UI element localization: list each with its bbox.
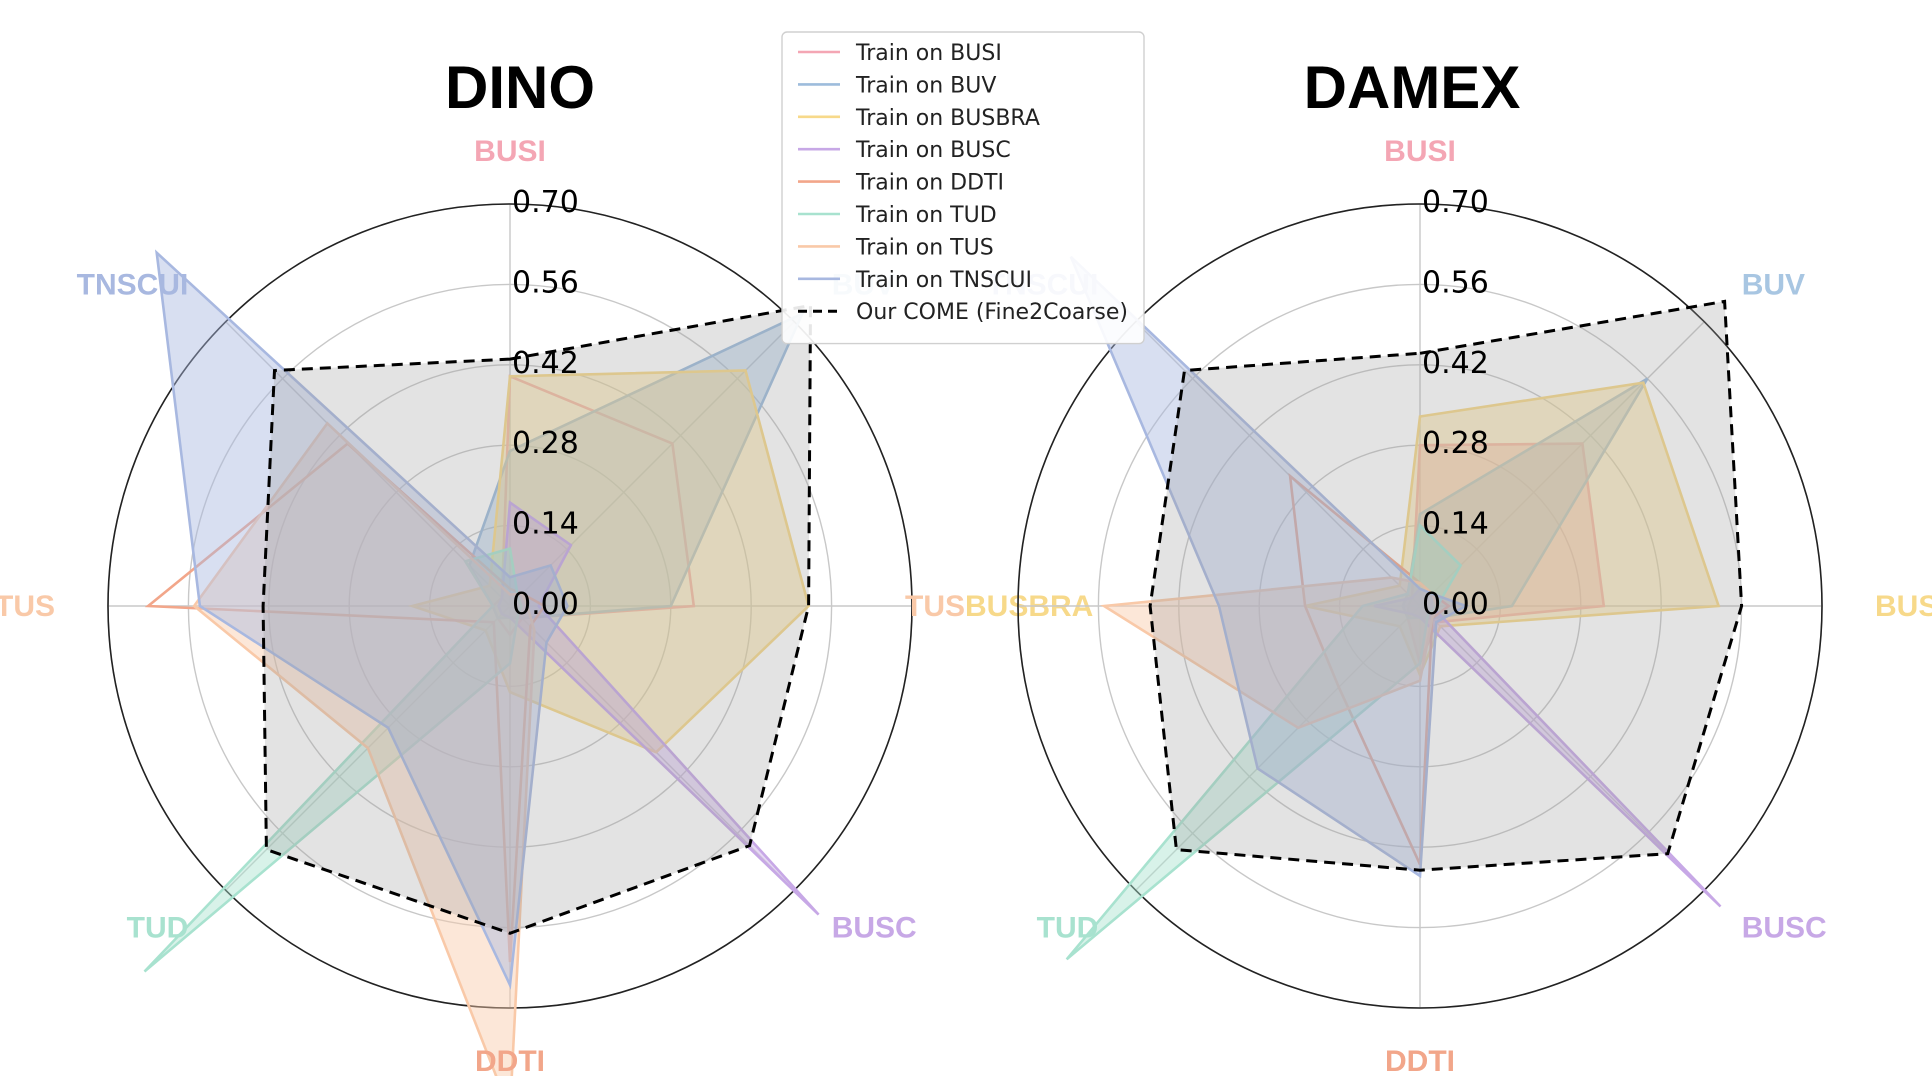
r-tick-labels: 0.00 0.14 0.28 0.42 0.56 0.70 — [512, 185, 579, 622]
category-label-buv: BUV — [1742, 268, 1805, 301]
axis-spoke — [1419, 321, 1705, 607]
category-label-busbra: BUSBRA — [1875, 590, 1932, 623]
outer-circle — [1017, 203, 1823, 1009]
r-tick-labels: 0.00 0.14 0.28 0.42 0.56 0.70 — [1422, 185, 1489, 622]
series-train-on-tnscui — [154, 249, 569, 990]
series-our-come-fine2coarse — [261, 303, 813, 935]
legend-item-train-on-ddti: Train on DDTI — [798, 171, 1004, 196]
chart-title-dino: DINO — [445, 54, 595, 121]
r-tick-label: 0.56 — [512, 265, 579, 300]
legend-item-train-on-tnscui: Train on TNSCUI — [798, 268, 1032, 293]
r-tick-label: 0.00 — [1422, 587, 1489, 622]
category-label-busc: BUSC — [832, 912, 917, 945]
legend-label: Train on TUD — [855, 203, 997, 228]
chart-title-damex: DAMEX — [1304, 54, 1521, 121]
r-tick-label: 0.56 — [1422, 265, 1489, 300]
radar-chart-dino: DINO0.000.140.280.420.560.70BUSIBUVBUSBR… — [0, 54, 1093, 1076]
category-label-ddti: DDTI — [1385, 1045, 1455, 1076]
axis-spoke — [509, 321, 795, 607]
category-label-tud: TUD — [1037, 912, 1099, 945]
legend-item-train-on-busi: Train on BUSI — [798, 41, 1002, 66]
axis-spoke — [1135, 605, 1421, 891]
radar-chart-damex: DAMEX 0.00 0.14 0.28 0.42 0.56 0.70 BUSI BUV BUS B… — [905, 54, 1932, 1076]
legend-item-train-on-buv: Train on BUV — [798, 73, 996, 98]
category-label-busi: BUSI — [474, 135, 546, 168]
series-train-on-busc — [1373, 587, 1722, 908]
legend-item-our-come-fine2coarse: Our COME (Fine2Coarse) — [798, 300, 1128, 325]
series-train-on-tnscui — [1069, 255, 1470, 879]
series-train-on-busi — [491, 374, 696, 637]
r-tick-label: 0.28 — [1422, 426, 1489, 461]
category-label-tus: TUS — [905, 590, 965, 623]
category-label-busi: BUSI — [1384, 135, 1456, 168]
category-label-busc: BUSC — [1742, 912, 1827, 945]
category-label-tnscui: TNSCUI — [77, 268, 189, 301]
r-tick-label: 0.14 — [512, 507, 579, 542]
axis-spoke — [509, 605, 795, 891]
outer-circle — [107, 203, 913, 1009]
series-layer — [1065, 255, 1744, 961]
legend-label: Train on TUS — [855, 235, 994, 260]
r-tick-label: 0.00 — [512, 587, 579, 622]
r-tick-label: 0.42 — [512, 346, 579, 381]
legend-label: Train on BUV — [855, 73, 996, 98]
legend-item-train-on-busc: Train on BUSC — [798, 138, 1011, 163]
series-train-on-ddti — [144, 441, 547, 963]
series-train-on-tus — [1100, 576, 1439, 730]
legend-item-train-on-tud: Train on TUD — [798, 203, 997, 228]
category-label-tus: TUS — [0, 590, 55, 623]
legend-label: Train on TNSCUI — [855, 268, 1032, 293]
axis-spoke — [1419, 605, 1705, 891]
series-train-on-tud — [1065, 522, 1463, 961]
r-tick-label: 0.14 — [1422, 507, 1489, 542]
series-train-on-busc — [497, 500, 820, 916]
legend-label: Train on DDTI — [855, 171, 1004, 196]
legend-label: Train on BUSBRA — [855, 106, 1040, 131]
axis-spoke — [1135, 321, 1421, 607]
r-tick-label: 0.42 — [1422, 346, 1489, 381]
legend-frame — [781, 31, 1145, 345]
legend-item-train-on-tus: Train on TUS — [798, 235, 994, 260]
legend: Train on BUSI Train on BUV Train on BUSBRA… — [781, 31, 1145, 345]
r-tick-label: 0.70 — [1422, 185, 1489, 220]
category-labels: BUSIBUVBUSBRABUSCDDTITUDTUSTNSCUI — [905, 135, 1932, 1076]
legend-item-train-on-busbra: Train on BUSBRA — [798, 106, 1040, 131]
r-tick-label: 0.70 — [512, 185, 579, 220]
series-train-on-tud — [143, 546, 523, 973]
series-layer — [143, 249, 820, 1076]
r-tick-label: 0.28 — [512, 426, 579, 461]
legend-label: Train on BUSC — [855, 138, 1011, 163]
series-our-come-fine2coarse — [1148, 299, 1744, 872]
legend-label: Train on BUSI — [855, 41, 1002, 66]
category-label-ddti: DDTI — [475, 1045, 545, 1076]
legend-label: Our COME (Fine2Coarse) — [856, 300, 1128, 325]
category-label-tud: TUD — [127, 912, 189, 945]
